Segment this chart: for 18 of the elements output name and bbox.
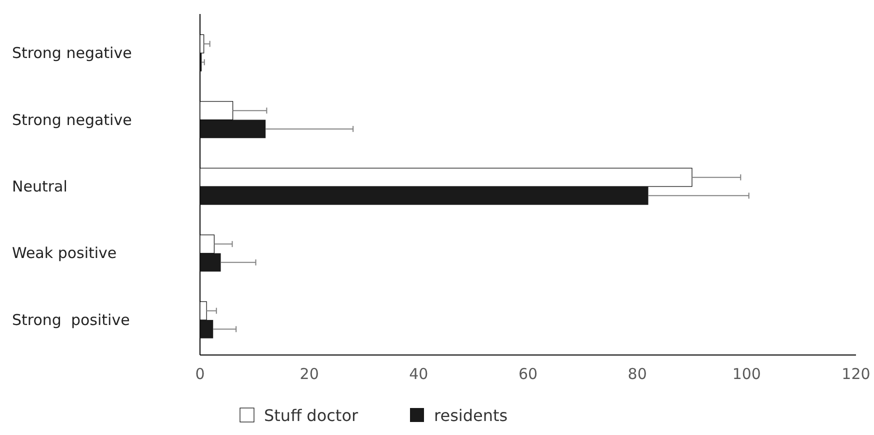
y-tick-label: Strong negative [12, 110, 132, 129]
x-tick-label: 60 [518, 365, 538, 383]
bar [200, 186, 648, 205]
bar [200, 120, 266, 138]
legend-label: Stuff doctor [264, 406, 358, 425]
y-tick-label: Strong positive [12, 310, 130, 329]
x-tick-label: 0 [195, 365, 205, 383]
legend-label: residents [434, 406, 508, 425]
x-tick-label: 40 [409, 365, 428, 383]
y-tick-label: Weak positive [12, 244, 117, 262]
x-tick-label: 20 [300, 365, 319, 383]
x-tick-label: 80 [628, 365, 647, 383]
x-tick-label: 120 [842, 365, 870, 383]
bar [200, 320, 214, 338]
x-tick-label: 100 [732, 365, 761, 383]
y-tick-label: Neutral [12, 178, 68, 196]
bar [200, 253, 221, 272]
y-tick-label: Strong negative [12, 44, 132, 62]
